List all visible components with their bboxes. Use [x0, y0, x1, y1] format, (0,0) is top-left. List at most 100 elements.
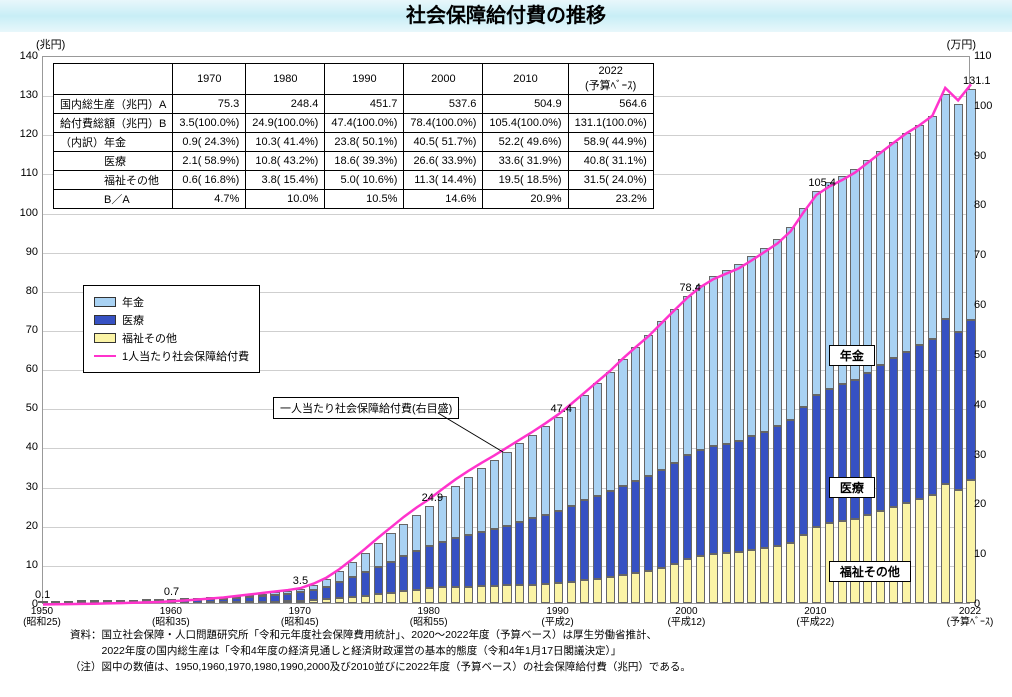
table-cell: 47.4(100.0%) — [325, 114, 404, 133]
table-cell: 10.5% — [325, 190, 404, 209]
table-cell: 5.0( 10.6%) — [325, 171, 404, 190]
table-cell: 52.2( 49.6%) — [483, 133, 568, 152]
table-cell: 75.3 — [173, 95, 246, 114]
plot-area: 0.10.73.524.947.478.4105.4131.1年金医療福祉その他… — [42, 56, 970, 604]
table-cell: 131.1(100.0%) — [568, 114, 653, 133]
table-row: 給付費総額（兆円）B3.5(100.0%)24.9(100.0%)47.4(10… — [54, 114, 654, 133]
table-cell: 11.3( 14.4%) — [404, 171, 483, 190]
ytick-left: 40 — [10, 441, 38, 453]
table-cell: 3.5(100.0%) — [173, 114, 246, 133]
category-label-medical: 医療 — [829, 477, 875, 498]
table-row: B／A4.7%10.0%10.5%14.6%20.9%23.2% — [54, 190, 654, 209]
footnotes: 資料：国立社会保障・人口問題研究所「令和元年度社会保障費用統計」、2020～20… — [70, 628, 691, 675]
ytick-right: 60 — [974, 299, 1002, 311]
table-cell: 20.9% — [483, 190, 568, 209]
table-row-head: 国内総生産（兆円）A — [54, 95, 173, 114]
ytick-left: 120 — [10, 128, 38, 140]
footnote-line: 資料：国立社会保障・人口問題研究所「令和元年度社会保障費用統計」、2020～20… — [70, 628, 691, 644]
ytick-left: 80 — [10, 285, 38, 297]
ytick-right: 30 — [974, 449, 1002, 461]
table-cell: 40.5( 51.7%) — [404, 133, 483, 152]
ytick-right: 70 — [974, 249, 1002, 261]
table-cell: 564.6 — [568, 95, 653, 114]
table-row: 国内総生産（兆円）A75.3248.4451.7537.6504.9564.6 — [54, 95, 654, 114]
table-row-head: 医療 — [54, 152, 173, 171]
table-col-header: 2022(予算ﾍﾞｰｽ) — [568, 64, 653, 95]
table-row-head: 給付費総額（兆円）B — [54, 114, 173, 133]
table-cell: 10.8( 43.2%) — [246, 152, 325, 171]
ytick-left: 30 — [10, 481, 38, 493]
ytick-left: 130 — [10, 89, 38, 101]
table-cell: 10.0% — [246, 190, 325, 209]
ytick-left: 20 — [10, 520, 38, 532]
table-cell: 4.7% — [173, 190, 246, 209]
table-row-head: （内訳）年金 — [54, 133, 173, 152]
ytick-right: 80 — [974, 199, 1002, 211]
table-row-head: 福祉その他 — [54, 171, 173, 190]
table-row: 医療2.1( 58.9%)10.8( 43.2%)18.6( 39.3%)26.… — [54, 152, 654, 171]
table-cell: 3.8( 15.4%) — [246, 171, 325, 190]
table-row-head: B／A — [54, 190, 173, 209]
footnote-line: （注）図中の数値は、1950,1960,1970,1980,1990,2000及… — [70, 660, 691, 676]
ytick-left: 90 — [10, 246, 38, 258]
table-cell: 19.5( 18.5%) — [483, 171, 568, 190]
table-cell: 18.6( 39.3%) — [325, 152, 404, 171]
table-cell: 40.8( 31.1%) — [568, 152, 653, 171]
xtick: 2022(予算ﾍﾞｰｽ) — [947, 606, 994, 628]
table-col-header: 2000 — [404, 64, 483, 95]
table-col-header: 1990 — [325, 64, 404, 95]
xtick: 1990(平成2) — [541, 606, 573, 628]
ytick-left: 100 — [10, 207, 38, 219]
table-cell: 31.5( 24.0%) — [568, 171, 653, 190]
category-label-pension: 年金 — [829, 345, 875, 366]
ytick-left: 60 — [10, 363, 38, 375]
table-cell: 2.1( 58.9%) — [173, 152, 246, 171]
table-cell: 23.2% — [568, 190, 653, 209]
xtick: 1950(昭和25) — [23, 606, 61, 628]
ytick-right: 90 — [974, 150, 1002, 162]
ytick-right: 100 — [974, 100, 1002, 112]
footnote-line: 2022年度の国内総生産は「令和4年度の経済見通しと経済財政運営の基本的態度（令… — [70, 644, 691, 660]
table-cell: 33.6( 31.9%) — [483, 152, 568, 171]
table-row: （内訳）年金0.9( 24.3%)10.3( 41.4%)23.8( 50.1%… — [54, 133, 654, 152]
table-cell: 78.4(100.0%) — [404, 114, 483, 133]
ytick-left: 140 — [10, 50, 38, 62]
xtick: 1980(昭和55) — [410, 606, 448, 628]
summary-table: 197019801990200020102022(予算ﾍﾞｰｽ)国内総生産（兆円… — [53, 63, 654, 209]
ytick-right: 50 — [974, 349, 1002, 361]
table-cell: 23.8( 50.1%) — [325, 133, 404, 152]
xtick: 1970(昭和45) — [281, 606, 319, 628]
table-cell: 537.6 — [404, 95, 483, 114]
y-left-unit: (兆円) — [36, 36, 65, 52]
table-cell: 0.9( 24.3%) — [173, 133, 246, 152]
table-cell: 14.6% — [404, 190, 483, 209]
table-cell: 504.9 — [483, 95, 568, 114]
category-label-welfare: 福祉その他 — [829, 561, 911, 582]
y-right-unit: (万円) — [947, 36, 976, 52]
table-cell: 58.9( 44.9%) — [568, 133, 653, 152]
ytick-right: 20 — [974, 498, 1002, 510]
xtick: 2010(平成22) — [796, 606, 834, 628]
ytick-left: 50 — [10, 402, 38, 414]
table-row: 福祉その他0.6( 16.8%)3.8( 15.4%)5.0( 10.6%)11… — [54, 171, 654, 190]
table-col-header: 1980 — [246, 64, 325, 95]
xtick: 2000(平成12) — [668, 606, 706, 628]
ytick-left: 110 — [10, 167, 38, 179]
table-cell: 0.6( 16.8%) — [173, 171, 246, 190]
ytick-left: 70 — [10, 324, 38, 336]
table-cell: 24.9(100.0%) — [246, 114, 325, 133]
table-cell: 26.6( 33.9%) — [404, 152, 483, 171]
table-cell: 10.3( 41.4%) — [246, 133, 325, 152]
xtick: 1960(昭和35) — [152, 606, 190, 628]
ytick-right: 40 — [974, 399, 1002, 411]
table-cell: 105.4(100.0%) — [483, 114, 568, 133]
table-cell: 248.4 — [246, 95, 325, 114]
ytick-left: 10 — [10, 559, 38, 571]
ytick-right: 10 — [974, 548, 1002, 560]
page-root: 社会保障給付費の推移 (兆円) (万円) 0.10.73.524.947.478… — [0, 0, 1012, 697]
table-col-header: 1970 — [173, 64, 246, 95]
chart-title: 社会保障給付費の推移 — [0, 0, 1012, 32]
ytick-right: 110 — [974, 50, 1002, 62]
table-col-header: 2010 — [483, 64, 568, 95]
table-cell: 451.7 — [325, 95, 404, 114]
